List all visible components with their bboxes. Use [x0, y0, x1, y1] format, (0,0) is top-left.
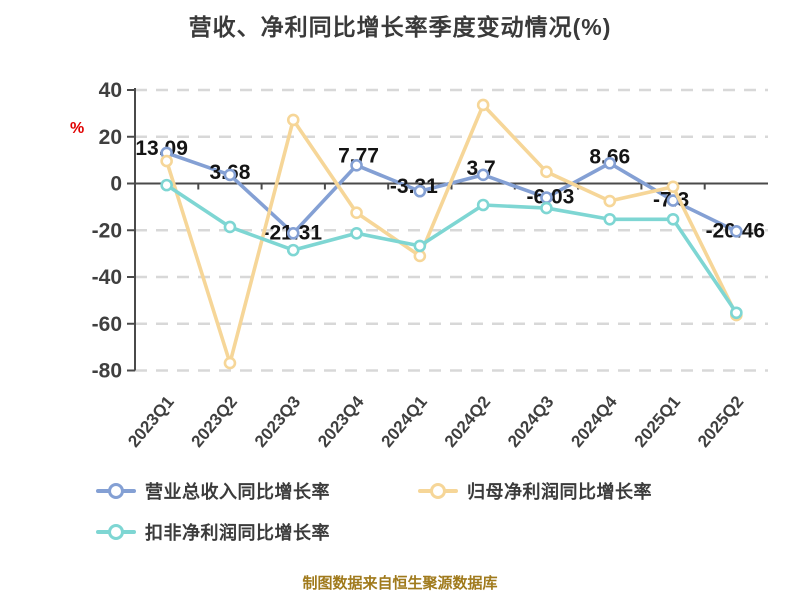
- data-point-marker[interactable]: [160, 154, 173, 168]
- data-point-marker[interactable]: [286, 227, 300, 240]
- legend-circle: [430, 483, 446, 499]
- series-line: [164, 103, 739, 365]
- data-source-note: 制图数据来自恒生聚源数据库: [302, 575, 498, 592]
- data-point-marker[interactable]: [540, 191, 553, 204]
- x-tick-label: 2024Q3: [504, 392, 557, 451]
- series-line: [164, 183, 739, 315]
- data-point-label: 8.66: [589, 145, 630, 168]
- legend-item-1[interactable]: 营业总收入同比增长率: [96, 478, 330, 504]
- data-point-label: 13.09: [135, 137, 188, 160]
- x-tick-label: 2023Q2: [188, 392, 241, 451]
- data-point-marker[interactable]: [730, 306, 743, 320]
- data-point-marker[interactable]: [413, 249, 427, 263]
- y-tick-label: 0: [110, 173, 122, 196]
- legend-item-3[interactable]: 扣非净利润同比增长率: [96, 519, 330, 545]
- data-point-marker[interactable]: [666, 212, 680, 226]
- legend-marker-icon: [96, 482, 136, 500]
- data-point-marker[interactable]: [223, 356, 237, 370]
- data-point-marker[interactable]: [603, 212, 617, 226]
- legend-marker-icon: [96, 523, 136, 541]
- data-point-marker[interactable]: [730, 225, 743, 238]
- data-point-marker[interactable]: [160, 178, 173, 192]
- legend-label: 营业总收入同比增长率: [145, 482, 330, 502]
- legend-circle: [108, 483, 124, 499]
- data-point-marker[interactable]: [286, 243, 300, 257]
- data-point-marker[interactable]: [540, 201, 553, 215]
- data-point-marker[interactable]: [350, 226, 363, 240]
- y-axis-unit-label: %: [70, 120, 84, 137]
- data-point-marker[interactable]: [603, 194, 617, 208]
- y-tick-label: 20: [99, 126, 122, 149]
- legend-label: 归母净利润同比增长率: [467, 482, 652, 502]
- legend-label: 扣非净利润同比增长率: [145, 523, 330, 543]
- y-tick-label: -80: [92, 360, 122, 383]
- x-tick-label: 2025Q2: [694, 392, 747, 451]
- data-point-marker[interactable]: [540, 165, 553, 179]
- chart-title: 营收、净利同比增长率季度变动情况(%): [188, 14, 612, 40]
- data-point-marker[interactable]: [666, 180, 680, 194]
- data-point-label: 7.77: [338, 144, 379, 167]
- data-point-label: -3.31: [390, 175, 438, 198]
- x-tick-label: 2025Q1: [631, 392, 684, 451]
- data-point-marker[interactable]: [223, 220, 237, 234]
- data-point-marker[interactable]: [350, 206, 363, 220]
- x-tick-label: 2024Q4: [567, 392, 621, 451]
- data-point-marker[interactable]: [476, 198, 490, 212]
- y-tick-label: 40: [99, 79, 122, 102]
- x-tick-label: 2024Q1: [377, 392, 430, 451]
- y-tick-label: -40: [92, 266, 122, 289]
- data-point-marker[interactable]: [476, 168, 490, 182]
- x-tick-label: 2023Q3: [251, 392, 304, 451]
- y-tick-label: -20: [92, 219, 122, 242]
- data-point-marker[interactable]: [413, 184, 427, 198]
- data-point-marker[interactable]: [413, 239, 427, 253]
- x-tick-label: 2023Q4: [314, 392, 368, 451]
- y-tick-label: -60: [92, 313, 122, 336]
- data-point-marker[interactable]: [476, 98, 490, 112]
- legend-circle: [108, 524, 124, 540]
- data-point-marker[interactable]: [350, 159, 363, 172]
- legend-item-2[interactable]: 归母净利润同比增长率: [418, 478, 652, 504]
- x-tick-label: 2023Q1: [124, 392, 177, 451]
- data-point-marker[interactable]: [603, 156, 617, 170]
- data-point-marker[interactable]: [286, 113, 300, 127]
- legend-marker-icon: [418, 482, 458, 500]
- x-tick-label: 2024Q2: [441, 392, 494, 451]
- data-point-marker[interactable]: [223, 168, 237, 182]
